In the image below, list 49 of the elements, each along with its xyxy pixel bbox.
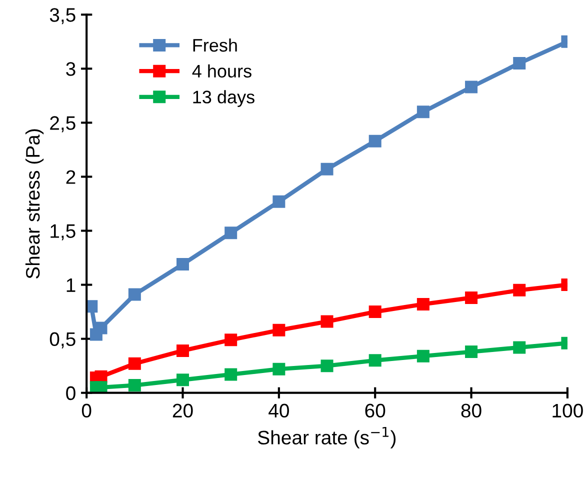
x-tick-label: 80 bbox=[461, 404, 482, 418]
point bbox=[86, 300, 98, 313]
point bbox=[513, 341, 526, 354]
point bbox=[465, 292, 478, 304]
point bbox=[94, 381, 108, 393]
x-tick-label: 60 bbox=[365, 404, 386, 418]
point bbox=[465, 80, 478, 94]
point bbox=[224, 368, 238, 381]
point bbox=[128, 288, 141, 301]
y-tick-label: 3,5 bbox=[50, 8, 76, 24]
y-tick-label: 0,5 bbox=[50, 332, 76, 348]
x-axis-title: Shear rate (s$^{−1}$) bbox=[258, 426, 396, 448]
x-tick-label: 20 bbox=[172, 404, 193, 418]
point bbox=[513, 284, 526, 296]
point bbox=[128, 357, 141, 370]
point bbox=[176, 258, 190, 270]
x-tick-label: 100 bbox=[552, 404, 583, 418]
point bbox=[465, 346, 478, 358]
point bbox=[320, 315, 334, 328]
y-tick-label: 0 bbox=[66, 386, 76, 400]
point bbox=[368, 306, 382, 318]
point bbox=[224, 334, 238, 346]
point bbox=[272, 324, 286, 336]
point bbox=[368, 134, 382, 148]
point bbox=[320, 162, 334, 176]
point bbox=[416, 298, 430, 310]
y-tick-label: 1,5 bbox=[50, 224, 76, 240]
y-tick-label: 2 bbox=[66, 170, 76, 184]
point bbox=[94, 322, 108, 334]
y-tick-label: 3 bbox=[66, 62, 76, 76]
point bbox=[176, 344, 190, 357]
y-tick-label: 1 bbox=[66, 278, 76, 292]
point bbox=[272, 195, 286, 208]
x-tick-label: 0 bbox=[82, 404, 92, 418]
point bbox=[128, 379, 141, 392]
legend-label: 4 hours bbox=[192, 64, 252, 78]
legend-label: 13 days bbox=[193, 90, 254, 108]
point bbox=[416, 106, 430, 118]
y-axis-title: Shear stress (Pa) bbox=[25, 129, 44, 278]
point bbox=[320, 360, 334, 372]
y-tick-label: 2,5 bbox=[50, 116, 76, 132]
legend-label: Fresh bbox=[193, 38, 237, 52]
point bbox=[272, 362, 286, 376]
point bbox=[224, 226, 238, 240]
point bbox=[368, 354, 382, 367]
x-tick-label: 40 bbox=[268, 404, 289, 418]
point bbox=[513, 57, 526, 70]
point bbox=[416, 350, 430, 362]
point bbox=[176, 374, 190, 386]
